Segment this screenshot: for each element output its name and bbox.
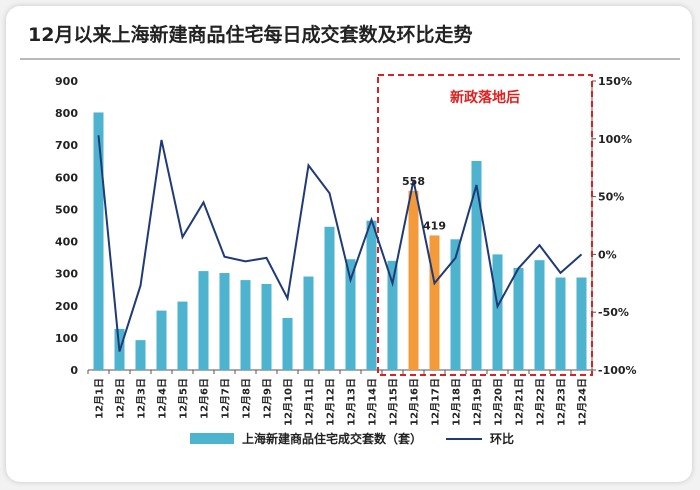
x-tick-label: 12月17日	[430, 378, 442, 426]
bar-12月7日	[219, 273, 230, 370]
bar-data-label: 419	[423, 219, 446, 232]
right-tick-label: -100%	[598, 364, 637, 377]
left-tick-label: 700	[55, 139, 78, 152]
right-tick-label: 100%	[598, 133, 632, 146]
chart-card: 12月以来上海新建商品住宅每日成交套数及环比走势	[6, 6, 692, 482]
bar-12月8日	[240, 280, 251, 370]
x-tick-label: 12月6日	[199, 378, 211, 419]
x-tick-label: 12月18日	[451, 378, 463, 426]
x-tick-label: 12月10日	[283, 378, 295, 426]
x-tick-label: 12月1日	[94, 378, 106, 419]
bar-12月11日	[303, 276, 314, 370]
legend-line-swatch	[446, 437, 483, 440]
x-tick-label: 12月3日	[136, 378, 148, 419]
bar-12月24日	[576, 277, 587, 370]
bar-12月20日	[492, 254, 503, 370]
policy-annotation-label: 新政落地后	[450, 89, 520, 106]
title-divider	[20, 58, 680, 60]
bar-12月16日	[408, 190, 419, 370]
x-tick-label: 12月15日	[388, 378, 400, 426]
chart-title: 12月以来上海新建商品住宅每日成交套数及环比走势	[28, 24, 473, 46]
right-tick-label: 0%	[598, 248, 617, 261]
bar-12月19日	[471, 160, 482, 370]
x-tick-label: 12月14日	[367, 378, 379, 426]
bar-data-label: 558	[402, 175, 425, 188]
left-tick-label: 800	[55, 107, 78, 120]
left-tick-label: 900	[55, 75, 78, 88]
x-tick-label: 12月22日	[535, 378, 547, 426]
bar-12月14日	[366, 220, 377, 370]
chart-legend: 上海新建商品住宅成交套数（套） 环比	[190, 430, 514, 447]
x-tick-label: 12月13日	[346, 378, 358, 426]
legend-bar-swatch	[190, 433, 234, 444]
policy-annotation-box	[377, 74, 593, 376]
x-tick-label: 12月20日	[493, 378, 505, 426]
legend-bar-label: 上海新建商品住宅成交套数（套）	[242, 432, 423, 446]
bar-12月18日	[450, 239, 461, 370]
left-tick-label: 200	[55, 300, 78, 313]
bar-12月3日	[135, 340, 146, 370]
x-tick-label: 12月12日	[325, 378, 337, 426]
x-tick-label: 12月24日	[577, 378, 589, 426]
x-tick-label: 12月23日	[556, 378, 568, 426]
x-tick-label: 12月21日	[514, 378, 526, 426]
left-tick-label: 0	[70, 364, 78, 377]
right-tick-label: 150%	[598, 75, 632, 88]
right-tick-label: 50%	[598, 191, 624, 204]
mom-line	[97, 135, 583, 352]
x-tick-label: 12月19日	[472, 378, 484, 426]
bar-12月17日	[429, 235, 440, 370]
bar-12月6日	[198, 271, 209, 370]
x-tick-label: 12月8日	[241, 378, 253, 419]
bar-12月15日	[387, 260, 398, 370]
left-tick-label: 500	[55, 203, 78, 216]
bar-12月23日	[555, 277, 566, 370]
x-tick-label: 12月11日	[304, 378, 316, 426]
bar-12月10日	[282, 317, 293, 370]
bar-12月5日	[177, 301, 188, 370]
x-tick-label: 12月7日	[220, 378, 232, 419]
right-tick-label: -50%	[598, 306, 629, 319]
bar-12月22日	[534, 260, 545, 370]
left-tick-label: 300	[55, 268, 78, 281]
x-tick-label: 12月5日	[178, 378, 190, 419]
x-tick-label: 12月2日	[115, 378, 127, 419]
x-tick-label: 12月4日	[157, 378, 169, 419]
bar-12月1日	[93, 112, 104, 371]
left-tick-label: 600	[55, 171, 78, 184]
bar-12月12日	[324, 226, 335, 370]
left-tick-label: 100	[55, 332, 78, 345]
legend-line-label: 环比	[490, 432, 515, 446]
bar-12月13日	[345, 259, 356, 370]
x-tick-label: 12月9日	[262, 378, 274, 419]
bar-12月9日	[261, 283, 272, 370]
left-tick-label: 400	[55, 236, 78, 249]
x-tick-label: 12月16日	[409, 378, 421, 426]
bar-12月21日	[513, 267, 524, 370]
bar-12月4日	[156, 310, 167, 370]
